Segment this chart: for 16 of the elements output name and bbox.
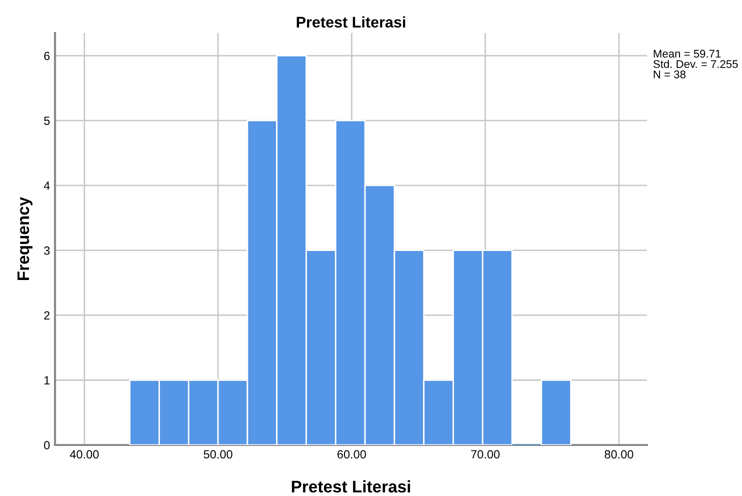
y-axis-title: Frequency xyxy=(18,196,32,280)
x-tick-label: 80.00 xyxy=(604,450,634,459)
x-tick-label: 50.00 xyxy=(204,450,232,459)
y-tick-label: 4 xyxy=(44,182,50,190)
y-tick-label: 5 xyxy=(44,116,50,125)
text: Mean = 59.71 Std. Dev. = 7.255 N = 38 xyxy=(653,50,738,78)
y-tick-label: 3 xyxy=(44,246,50,255)
chart-title: Pretest Literasi xyxy=(296,16,406,28)
x-tick-label: 70.00 xyxy=(471,450,500,459)
x-tick-label: 60.00 xyxy=(338,450,366,459)
x-tick-label: 40.00 xyxy=(70,450,99,459)
y-tick-label: 2 xyxy=(44,311,50,320)
y-tick-label: 6 xyxy=(44,52,50,60)
y-tick-label: 1 xyxy=(44,376,50,384)
x-axis-title: Pretest Literasi xyxy=(292,480,410,493)
y-tick-label: 0 xyxy=(44,441,50,450)
